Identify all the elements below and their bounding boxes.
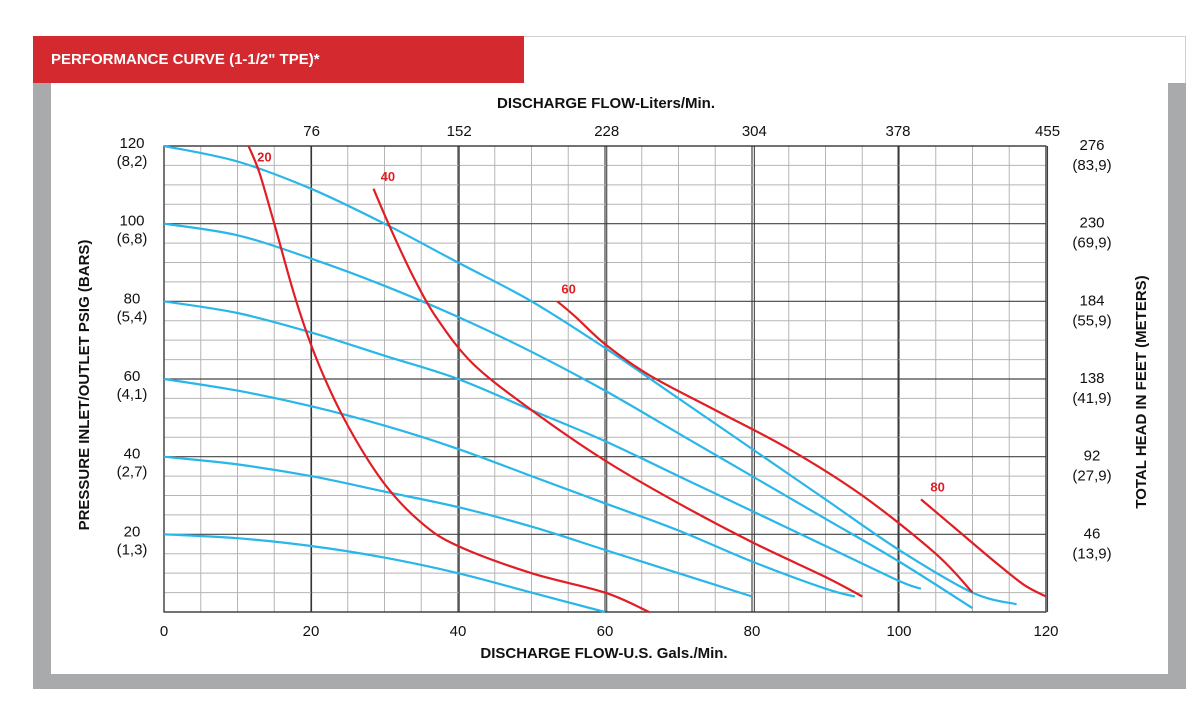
x-tick-label: 0 [160,623,168,640]
x-top-tick-label: 76 [303,123,320,140]
pressure-curve-1 [163,144,1017,606]
y-right-tick-label: 184 [1079,292,1104,309]
air-curve-label: 20 [257,150,271,165]
air-curves: 20 40 60 80 [247,145,1047,614]
pressure-curve-4 [163,377,856,598]
pressure-curve-6 [163,533,606,614]
y-left-tick-sublabel: (4,1) [117,386,148,403]
y-left-tick-sublabel: (5,4) [117,308,148,325]
y-right-tick-sublabel: (13,9) [1072,545,1111,562]
header-strip [524,36,1186,83]
air-curve-60 [556,300,974,594]
x-tick-label: 80 [744,623,761,640]
x-top-tick-label: 378 [886,123,911,140]
pressure-curve-3 [163,300,922,590]
y-left-tick-label: 40 [124,446,141,463]
air-curve-40 [372,188,863,598]
y-right-tick-label: 92 [1084,448,1101,465]
air-curve-label: 60 [561,282,575,297]
y-left-tick-sublabel: (1,3) [117,541,148,558]
y-left-tick-label: 20 [124,523,141,540]
y-left-tick-label: 120 [119,135,144,152]
y-right-tick-sublabel: (41,9) [1072,390,1111,407]
y-left-tick-sublabel: (2,7) [117,464,148,481]
y-right-tick-label: 276 [1079,137,1104,154]
pressure-curves [163,144,1017,614]
y-left-tick-label: 100 [119,213,144,230]
air-curve-label: 80 [930,480,944,495]
x-top-axis-title: DISCHARGE FLOW-Liters/Min. [497,95,715,112]
pressure-curve-5 [163,455,753,598]
y-right-tick-label: 230 [1079,215,1104,232]
x-tick-label: 60 [597,623,614,640]
x-top-tick-label: 455 [1035,123,1060,140]
y-right-tick-sublabel: (83,9) [1072,157,1111,174]
y-right-tick-sublabel: (69,9) [1072,235,1111,252]
y-right-tick-sublabel: (27,9) [1072,468,1111,485]
grid [163,145,1049,613]
y-left-tick-label: 80 [124,290,141,307]
pressure-curve-2 [163,222,974,610]
x-bottom-axis-title: DISCHARGE FLOW-U.S. Gals./Min. [480,645,727,662]
y-left-tick-sublabel: (8,2) [117,153,148,170]
x-top-tick-label: 304 [742,123,767,140]
y-right-tick-label: 138 [1079,370,1104,387]
air-curve-20 [247,145,650,614]
x-tick-label: 100 [886,623,911,640]
y-left-tick-label: 60 [124,368,141,385]
y-right-tick-sublabel: (55,9) [1072,312,1111,329]
x-tick-label: 20 [303,623,320,640]
y-left-tick-sublabel: (6,8) [117,231,148,248]
x-tick-label: 40 [450,623,467,640]
air-curve-label: 40 [381,169,395,184]
y-right-axis-title: TOTAL HEAD IN FEET (METERS) [1133,275,1150,508]
page-title: PERFORMANCE CURVE (1-1/2" TPE)* [33,36,524,83]
x-tick-label: 120 [1033,623,1058,640]
y-right-tick-label: 46 [1084,525,1101,542]
x-top-tick-label: 152 [447,123,472,140]
y-left-axis-title: PRESSURE INLET/OUTLET PSIG (BARS) [76,240,93,531]
air-curve-80 [920,498,1047,598]
x-top-tick-label: 228 [594,123,619,140]
